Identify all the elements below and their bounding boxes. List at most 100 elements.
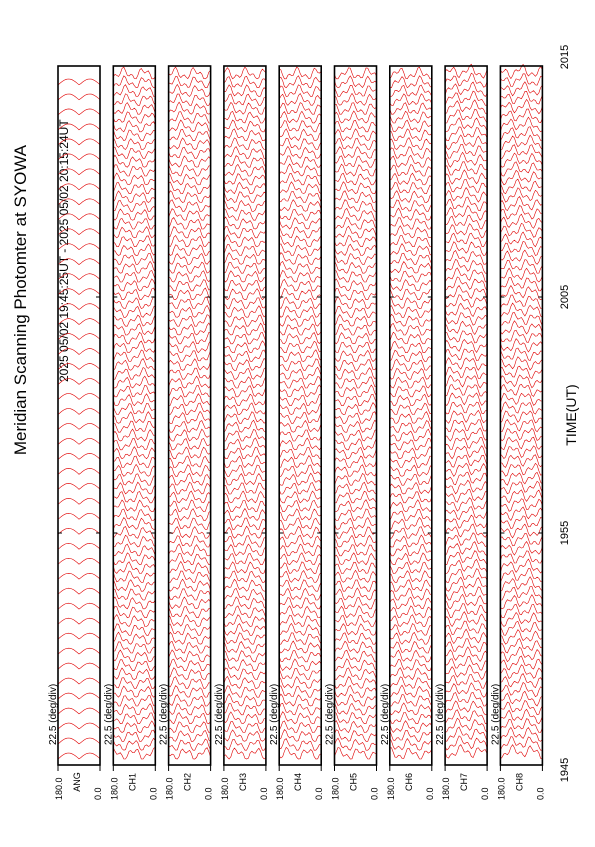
scan-trace <box>334 534 377 548</box>
scan-trace <box>500 178 543 195</box>
scan-trace <box>389 420 433 433</box>
scan-trace <box>168 322 211 336</box>
scan-trace <box>278 102 322 115</box>
scan-trace <box>389 322 433 336</box>
scan-trace <box>444 735 488 751</box>
scan-trace <box>389 649 433 663</box>
scan-trace <box>389 102 433 115</box>
panel <box>167 65 212 771</box>
scan-trace <box>168 253 211 265</box>
scan-trace <box>334 667 377 680</box>
scan-trace <box>444 320 488 336</box>
scan-trace <box>389 738 433 751</box>
scan-trace <box>389 110 432 124</box>
scan-trace <box>278 226 322 239</box>
scan-trace <box>500 558 543 574</box>
scan-trace <box>500 374 543 389</box>
scan-trace <box>334 314 377 327</box>
scan-trace <box>113 172 156 186</box>
scan-trace <box>278 640 322 654</box>
scan-trace <box>223 525 267 539</box>
scan-trace <box>334 155 377 168</box>
scan-trace <box>223 199 267 212</box>
scan-trace <box>223 75 267 88</box>
scan-trace <box>389 376 433 389</box>
scan-trace <box>113 641 156 654</box>
scan-trace <box>168 703 211 716</box>
panel-channel: CH5 <box>349 773 359 791</box>
scan-trace <box>223 543 267 557</box>
scan-trace <box>168 712 211 725</box>
scan-trace <box>334 332 377 345</box>
scan-trace <box>444 726 488 742</box>
scan-trace <box>389 358 432 371</box>
scan-trace <box>500 108 543 124</box>
scan-trace <box>389 313 433 327</box>
scan-trace <box>444 744 488 759</box>
scan-trace <box>223 297 267 309</box>
scan-trace <box>444 99 488 115</box>
scan-trace <box>389 252 433 265</box>
scan-trace <box>113 561 156 574</box>
scan-trace <box>278 92 322 106</box>
scan-trace <box>500 462 543 477</box>
scan-trace <box>223 119 267 133</box>
scan-trace <box>334 544 377 557</box>
scan-trace <box>278 420 322 433</box>
scan-trace <box>168 314 211 327</box>
scan-trace <box>500 673 543 689</box>
scan-trace <box>500 73 543 87</box>
scan-trace <box>444 541 488 557</box>
scan-trace <box>57 602 101 610</box>
scan-trace <box>278 314 322 327</box>
scan-trace <box>57 408 101 415</box>
scan-trace <box>500 718 543 733</box>
scan-trace <box>334 579 377 592</box>
scan-trace <box>223 252 267 265</box>
scan-trace <box>500 419 543 433</box>
scan-trace <box>279 110 322 124</box>
scan-trace <box>278 269 322 283</box>
scan-trace <box>444 497 488 512</box>
scan-trace <box>500 532 543 547</box>
scan-trace <box>223 500 267 512</box>
scan-trace <box>278 199 322 212</box>
panel <box>333 65 378 771</box>
scan-trace <box>278 447 322 459</box>
scan-trace <box>168 393 211 407</box>
scan-trace <box>113 384 156 398</box>
scan-trace <box>334 172 377 186</box>
scan-trace <box>168 296 211 309</box>
scan-trace <box>500 699 543 716</box>
scan-trace <box>500 356 543 371</box>
scan-trace <box>113 357 156 371</box>
scan-trace <box>278 482 322 495</box>
scan-trace <box>57 722 101 730</box>
scan-trace <box>168 560 211 574</box>
scan-trace <box>444 187 488 203</box>
scan-trace <box>444 437 488 450</box>
scan-trace <box>389 729 432 742</box>
scan-trace <box>334 411 377 424</box>
scan-trace <box>168 464 211 477</box>
scan-trace <box>278 155 322 168</box>
scan-trace <box>444 628 488 645</box>
scan-trace <box>334 235 377 247</box>
scan-trace <box>500 690 543 707</box>
scan-trace <box>279 552 322 566</box>
scan-trace <box>500 213 543 229</box>
scan-trace <box>168 76 211 88</box>
panel-max: 180.0 <box>275 777 285 800</box>
scan-trace <box>389 199 433 212</box>
scan-trace <box>444 214 488 230</box>
scan-trace <box>168 631 211 645</box>
scan-trace <box>334 685 377 698</box>
scan-trace <box>168 279 211 292</box>
scan-trace <box>57 288 101 295</box>
scan-trace <box>279 66 322 80</box>
panel <box>499 63 544 771</box>
scan-trace <box>334 587 377 601</box>
scan-trace <box>57 108 101 116</box>
scan-trace <box>57 572 101 580</box>
scan-trace <box>113 235 156 247</box>
